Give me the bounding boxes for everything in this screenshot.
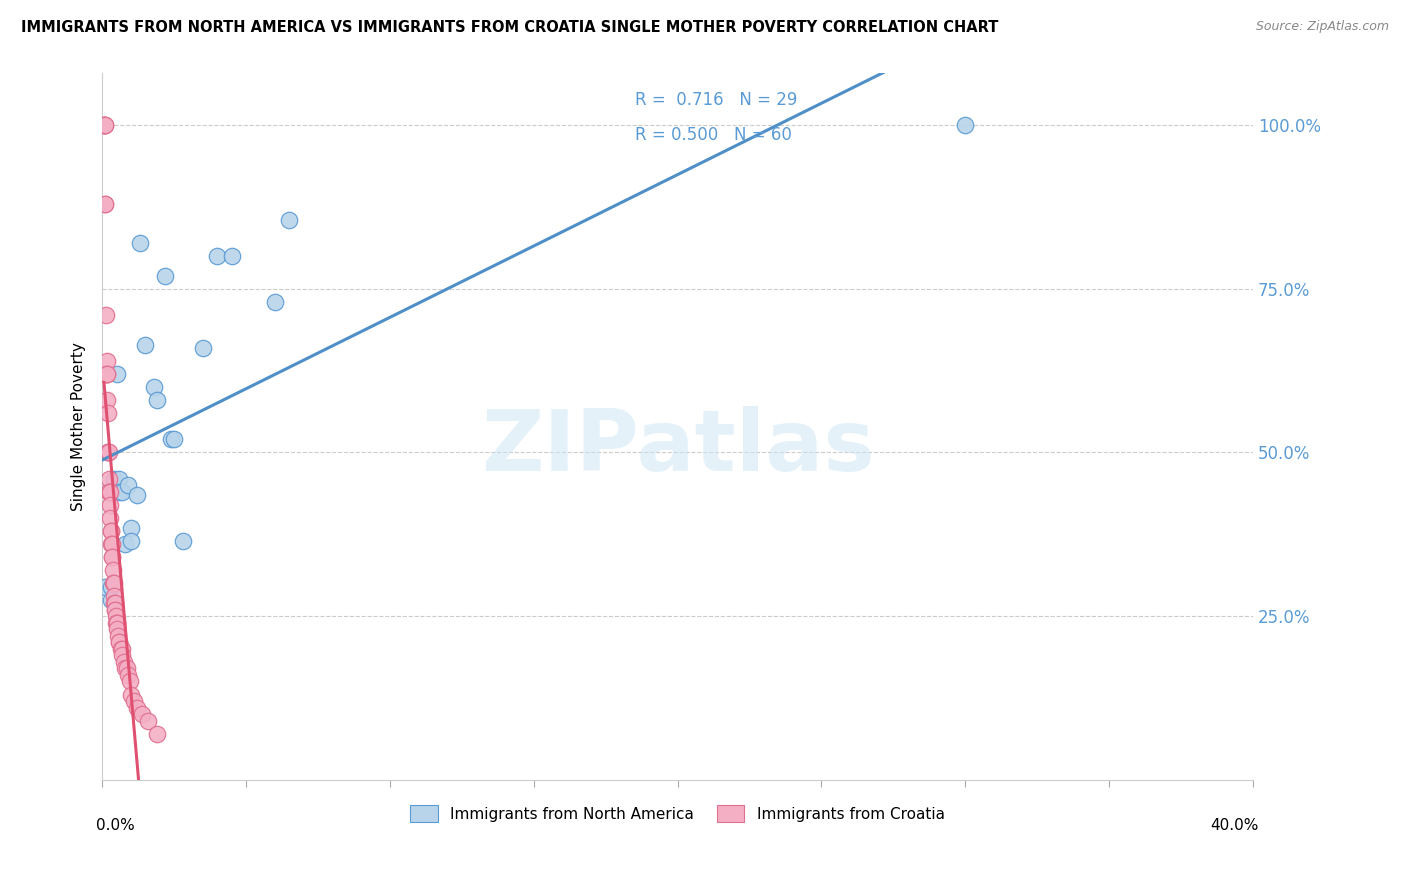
Point <box>122 694 145 708</box>
Point <box>108 635 131 649</box>
Point <box>110 641 132 656</box>
Point <box>146 727 169 741</box>
Text: 0.0%: 0.0% <box>97 819 135 833</box>
Point <box>94 308 117 322</box>
Point <box>191 341 214 355</box>
Legend: Immigrants from North America, Immigrants from Croatia: Immigrants from North America, Immigrant… <box>405 798 950 829</box>
Point <box>221 249 243 263</box>
Point <box>93 118 115 132</box>
Point <box>103 472 125 486</box>
Text: ZIPatlas: ZIPatlas <box>481 406 875 489</box>
Point <box>120 688 142 702</box>
Point <box>120 521 142 535</box>
Point <box>108 484 131 499</box>
Point <box>98 484 121 499</box>
Point <box>94 197 117 211</box>
Point <box>94 367 117 381</box>
Point <box>97 445 120 459</box>
Point <box>103 596 125 610</box>
Point <box>160 433 183 447</box>
Point <box>117 478 139 492</box>
Point <box>101 563 124 577</box>
Point <box>100 524 122 538</box>
Point <box>103 590 125 604</box>
Point <box>953 118 976 132</box>
Point <box>98 498 121 512</box>
Point <box>100 524 122 538</box>
Point <box>100 537 122 551</box>
Point <box>93 118 115 132</box>
Point <box>97 445 120 459</box>
Point <box>163 433 186 447</box>
Point <box>104 602 127 616</box>
Point <box>125 488 148 502</box>
Point <box>96 367 118 381</box>
Point <box>278 213 301 227</box>
Point <box>117 668 139 682</box>
Point <box>94 118 117 132</box>
Point <box>103 576 125 591</box>
Point <box>108 635 131 649</box>
Point <box>115 661 138 675</box>
Point <box>146 393 169 408</box>
Point <box>98 484 121 499</box>
Point <box>97 445 120 459</box>
Point <box>101 550 124 565</box>
Point <box>120 533 142 548</box>
Point <box>100 537 122 551</box>
Point <box>100 592 122 607</box>
Point <box>114 537 136 551</box>
Point <box>93 118 115 132</box>
Point <box>111 648 134 663</box>
Point <box>104 602 127 616</box>
Point <box>131 707 153 722</box>
Point <box>97 472 120 486</box>
Text: R =  0.716   N = 29: R = 0.716 N = 29 <box>636 91 797 109</box>
Point <box>172 533 194 548</box>
Point <box>97 445 120 459</box>
Text: Source: ZipAtlas.com: Source: ZipAtlas.com <box>1256 20 1389 33</box>
Point <box>118 674 141 689</box>
Point <box>98 511 121 525</box>
Point <box>104 609 127 624</box>
Point <box>107 629 129 643</box>
Point <box>112 655 135 669</box>
Point <box>96 367 118 381</box>
Text: 40.0%: 40.0% <box>1211 819 1258 833</box>
Point <box>105 367 128 381</box>
Point <box>111 484 134 499</box>
Point <box>94 580 117 594</box>
Point <box>101 550 124 565</box>
Y-axis label: Single Mother Poverty: Single Mother Poverty <box>72 342 86 511</box>
Text: IMMIGRANTS FROM NORTH AMERICA VS IMMIGRANTS FROM CROATIA SINGLE MOTHER POVERTY C: IMMIGRANTS FROM NORTH AMERICA VS IMMIGRA… <box>21 20 998 35</box>
Point <box>93 118 115 132</box>
Point <box>105 622 128 636</box>
Text: R = 0.500   N = 60: R = 0.500 N = 60 <box>636 126 792 145</box>
Point <box>105 615 128 630</box>
Point <box>263 295 285 310</box>
Point <box>134 337 156 351</box>
Point <box>94 197 117 211</box>
Point <box>114 661 136 675</box>
Point <box>136 714 159 728</box>
Point <box>98 484 121 499</box>
Point <box>108 472 131 486</box>
Point <box>104 596 127 610</box>
Point <box>125 700 148 714</box>
Point <box>111 641 134 656</box>
Point <box>96 393 118 408</box>
Point <box>128 236 150 251</box>
Point <box>155 268 177 283</box>
Point <box>103 484 125 499</box>
Point <box>105 615 128 630</box>
Point <box>100 580 122 594</box>
Point <box>143 380 166 394</box>
Point <box>207 249 229 263</box>
Point <box>97 406 120 420</box>
Point <box>103 576 125 591</box>
Point <box>96 354 118 368</box>
Point <box>96 367 118 381</box>
Point <box>105 615 128 630</box>
